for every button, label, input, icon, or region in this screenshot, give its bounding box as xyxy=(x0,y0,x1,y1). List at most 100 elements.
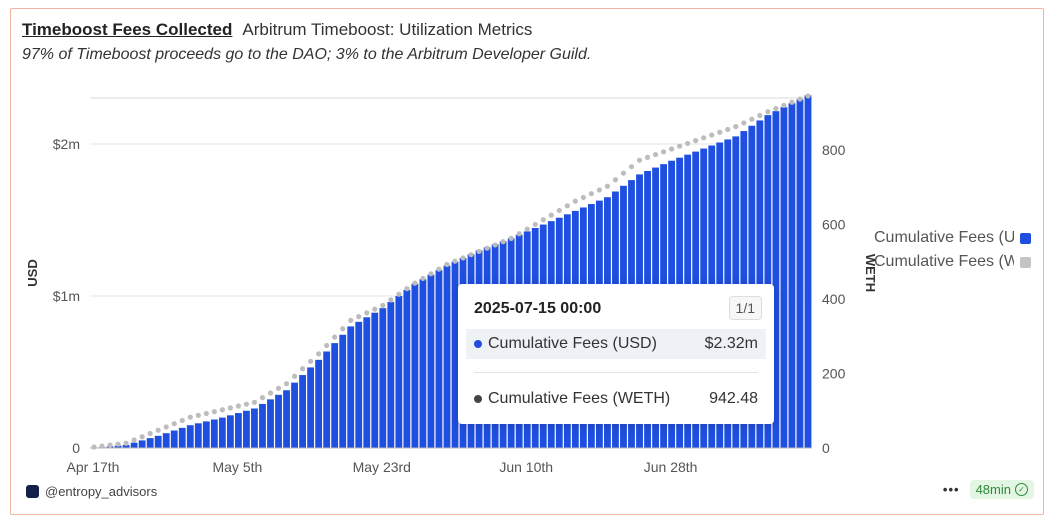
weth-point xyxy=(123,440,129,446)
usd-bar xyxy=(307,367,315,448)
weth-point xyxy=(332,334,338,340)
weth-point xyxy=(324,342,330,349)
usd-bar xyxy=(796,99,804,448)
weth-point xyxy=(155,427,161,433)
entropy-logo-icon xyxy=(26,485,39,498)
usd-bar xyxy=(403,289,411,448)
weth-point xyxy=(372,306,378,312)
usd-bar xyxy=(186,425,194,448)
title-line: Timeboost Fees Collected Arbitrum Timeboo… xyxy=(22,18,591,42)
usd-dot-icon xyxy=(474,340,482,348)
weth-point xyxy=(765,109,771,115)
freshness-text: 48min xyxy=(975,482,1011,497)
more-options-button[interactable]: ••• xyxy=(942,482,960,497)
usd-bar xyxy=(772,111,780,448)
weth-point xyxy=(275,385,282,391)
usd-bar xyxy=(451,261,459,448)
usd-bar xyxy=(210,419,218,448)
weth-point xyxy=(500,239,506,245)
weth-point xyxy=(420,275,426,282)
usd-bar xyxy=(162,433,170,448)
check-circle-icon: ✓ xyxy=(1015,483,1028,496)
usd-bar xyxy=(146,438,154,448)
weth-point xyxy=(380,302,386,309)
usd-bar xyxy=(259,403,266,448)
weth-point xyxy=(364,310,370,316)
weth-point xyxy=(147,430,153,437)
weth-point xyxy=(460,255,466,261)
usd-bar xyxy=(154,435,162,448)
usd-bar xyxy=(122,444,130,448)
hover-tooltip: 2025-07-15 00:00 1/1 Cumulative Fees (US… xyxy=(458,284,774,424)
weth-point xyxy=(669,146,675,152)
usd-bar xyxy=(202,421,210,448)
usd-bar xyxy=(323,351,331,448)
usd-bar xyxy=(267,399,274,448)
dashboard-subtitle: Arbitrum Timeboost: Utilization Metrics xyxy=(242,20,533,39)
usd-bar xyxy=(283,390,290,448)
x-tick-label: Apr 17th xyxy=(67,459,120,475)
tooltip-row-weth: Cumulative Fees (WETH) 942.48 xyxy=(466,384,766,414)
usd-bar xyxy=(194,423,202,448)
weth-point xyxy=(171,421,177,427)
tooltip-page-indicator: 1/1 xyxy=(728,296,762,320)
usd-bar xyxy=(395,296,403,448)
usd-bar xyxy=(275,394,282,448)
legend-item-usd[interactable]: Cumulative Fees (USD) xyxy=(874,226,1034,250)
usd-bar xyxy=(138,440,146,448)
weth-point xyxy=(548,212,554,218)
weth-point xyxy=(308,358,314,364)
weth-point xyxy=(685,140,691,147)
y-right-tick-label: 600 xyxy=(822,217,846,233)
weth-point xyxy=(227,405,233,411)
y-left-tick-label: 0 xyxy=(72,440,80,456)
weth-point xyxy=(476,248,482,255)
y-right-tick-label: 200 xyxy=(822,366,846,382)
usd-bar xyxy=(435,270,443,448)
weth-point xyxy=(107,442,113,448)
weth-point xyxy=(436,266,442,272)
usd-bar xyxy=(427,274,435,448)
weth-point xyxy=(652,151,659,158)
weth-point xyxy=(219,407,225,413)
footer-attribution: @entropy_advisors xyxy=(26,484,157,499)
weth-point xyxy=(580,194,586,201)
weth-point xyxy=(524,226,530,232)
weth-point xyxy=(444,261,450,268)
usd-bar xyxy=(788,103,796,448)
weth-point xyxy=(412,280,418,286)
x-tick-label: May 23rd xyxy=(353,459,411,475)
weth-point xyxy=(725,126,731,133)
usd-bar xyxy=(371,312,379,448)
usd-bar xyxy=(443,265,451,448)
weth-point xyxy=(773,105,779,112)
y-right-axis-title: WETH xyxy=(863,254,878,292)
weth-point xyxy=(636,157,643,163)
legend-item-weth[interactable]: Cumulative Fees (WETH) xyxy=(874,250,1034,274)
usd-bar xyxy=(387,302,395,448)
weth-point xyxy=(556,207,562,214)
weth-point xyxy=(628,164,635,170)
weth-point xyxy=(789,99,795,105)
legend-label-usd: Cumulative Fees (USD) xyxy=(874,229,1014,246)
weth-point xyxy=(733,124,739,130)
weth-point xyxy=(757,112,763,119)
weth-point xyxy=(717,129,723,135)
weth-point xyxy=(588,191,594,197)
footer-actions: ••• 48min ✓ xyxy=(943,480,1034,499)
weth-point xyxy=(693,138,699,144)
weth-point xyxy=(516,231,522,237)
y-left-axis-title: USD xyxy=(25,259,40,286)
weth-point xyxy=(259,395,266,401)
x-tick-label: May 5th xyxy=(212,459,262,475)
usd-bar xyxy=(235,413,242,448)
tooltip-row-usd: Cumulative Fees (USD) $2.32m xyxy=(466,329,766,359)
usd-bar xyxy=(780,107,788,448)
weth-point xyxy=(179,417,185,424)
y-right-tick-label: 0 xyxy=(822,440,830,456)
weth-point xyxy=(291,373,298,379)
chart-title-link[interactable]: Timeboost Fees Collected xyxy=(22,20,233,39)
weth-point xyxy=(677,143,683,149)
footer-handle: @entropy_advisors xyxy=(45,484,158,499)
weth-point xyxy=(195,412,201,418)
